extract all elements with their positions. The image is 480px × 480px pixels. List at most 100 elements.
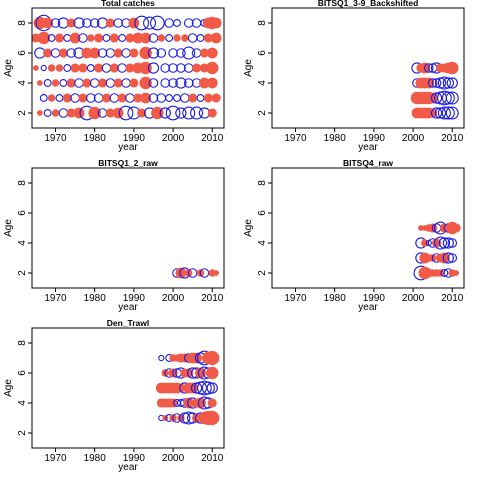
residual-bubble-negative <box>40 64 47 72</box>
y-tick-label: 4 <box>17 240 28 246</box>
residual-bubble-positive <box>207 108 217 118</box>
y-axis-label: Age <box>3 219 14 237</box>
residual-bubble-negative <box>176 48 186 58</box>
residual-bubble-positive <box>36 110 43 116</box>
residual-bubble-negative <box>447 238 458 248</box>
y-tick-label: 8 <box>257 180 268 186</box>
residual-bubble-negative <box>58 108 69 118</box>
x-tick-label: 1990 <box>123 133 146 144</box>
x-tick-label: 1980 <box>84 453 107 464</box>
y-tick-label: 6 <box>257 210 268 216</box>
residual-bubble-negative <box>73 17 85 29</box>
residual-bubble-negative <box>196 34 205 42</box>
y-axis-label: Age <box>3 379 14 397</box>
residual-bubble-positive <box>37 31 51 45</box>
residual-bubble-positive <box>139 76 152 90</box>
residual-bubble-positive <box>82 78 92 88</box>
x-tick-label: 1970 <box>284 133 307 144</box>
residual-bubble-positive <box>94 33 104 43</box>
x-tick-label: 2000 <box>402 293 425 304</box>
residual-bubble-negative <box>159 107 171 119</box>
residual-bubble-negative <box>63 34 72 42</box>
residual-bubble-negative <box>121 78 131 88</box>
residual-bubble-positive <box>439 252 450 264</box>
residual-bubble-positive <box>101 93 111 103</box>
y-tick-label: 6 <box>257 50 268 56</box>
residual-bubble-positive <box>62 93 72 103</box>
residual-bubble-negative <box>440 269 449 277</box>
residual-bubble-negative <box>160 63 171 73</box>
y-tick-label: 6 <box>17 370 28 376</box>
y-axis-label: Age <box>3 59 14 77</box>
panel-title: BITSQ4_raw <box>343 158 393 168</box>
residual-bubble-negative <box>173 94 181 102</box>
residual-bubble-positive <box>206 77 218 89</box>
residual-bubble-positive <box>206 47 218 59</box>
residual-bubble-positive <box>188 93 198 103</box>
residual-bubble-positive <box>94 63 104 73</box>
residual-bubble-negative <box>165 34 174 42</box>
x-tick-label: 1970 <box>44 453 67 464</box>
residual-bubble-negative <box>441 91 455 105</box>
residual-bubble-negative <box>206 382 218 394</box>
residual-bubble-negative <box>158 354 165 362</box>
residual-bubble-positive <box>203 93 213 103</box>
residual-bubble-positive <box>137 108 147 118</box>
residual-bubble-negative <box>423 63 434 73</box>
residual-bubble-positive <box>205 350 220 366</box>
x-tick-label: 2000 <box>402 133 425 144</box>
plot-frame <box>31 7 225 129</box>
x-axis-label: year <box>118 302 138 313</box>
residual-bubble-positive <box>453 270 460 276</box>
x-tick-label: 1970 <box>44 133 67 144</box>
residual-bubble-negative <box>118 34 127 42</box>
residual-bubble-negative <box>50 48 61 58</box>
residual-bubble-positive <box>113 48 123 58</box>
residual-bubble-positive <box>47 64 56 72</box>
bubbles <box>410 61 459 120</box>
residual-bubble-negative <box>180 93 190 103</box>
x-axis-label: year <box>358 142 378 153</box>
residual-bubble-negative <box>183 63 194 73</box>
residual-bubble-negative <box>437 90 452 106</box>
residual-bubble-positive <box>139 61 152 75</box>
panel-title: Den_Trawl <box>107 318 150 328</box>
residual-bubble-negative <box>168 78 178 88</box>
y-axis-label: Age <box>243 219 254 237</box>
residual-bubble-positive <box>87 34 95 42</box>
y-tick-label: 2 <box>257 270 268 276</box>
residual-bubble-positive <box>54 33 64 43</box>
residual-bubble-negative <box>191 48 202 58</box>
residual-bubble-negative <box>427 78 438 88</box>
panel-2: 1970 1980 1990 2000 2010 2 4 6 8 BITSQ1_3-9_Backs… <box>243 0 465 153</box>
residual-bubble-positive <box>36 80 43 86</box>
residual-bubble-positive <box>112 107 124 119</box>
x-tick-label: 2000 <box>162 453 185 464</box>
residual-bubble-negative <box>105 78 116 88</box>
y-tick-label: 4 <box>17 400 28 406</box>
y-tick-label: 2 <box>17 270 28 276</box>
plot-frame <box>271 167 465 289</box>
residual-bubble-negative <box>168 48 178 58</box>
residual-bubble-positive <box>191 352 202 364</box>
x-tick-label: 1980 <box>84 133 107 144</box>
y-tick-label: 8 <box>257 20 268 26</box>
residual-bubble-negative <box>442 252 454 264</box>
x-tick-label: 2000 <box>162 133 185 144</box>
y-tick-label: 6 <box>17 210 28 216</box>
residual-bubble-negative <box>447 253 458 263</box>
residual-bubble-negative <box>175 107 187 119</box>
residual-bubble-positive <box>173 34 181 42</box>
residual-bubble-negative <box>173 19 181 27</box>
plot-frame <box>31 327 225 449</box>
x-tick-label: 1980 <box>324 293 347 304</box>
residual-bubble-positive <box>205 366 219 380</box>
residual-bubble-positive <box>117 93 127 103</box>
residual-bubble-positive <box>451 223 461 233</box>
residual-bubble-positive <box>205 61 219 75</box>
y-tick-label: 4 <box>257 80 268 86</box>
residual-bubble-negative <box>74 78 84 88</box>
x-tick-label: 2010 <box>441 293 464 304</box>
residual-bubble-negative <box>197 380 212 396</box>
x-tick-label: 2000 <box>162 293 185 304</box>
